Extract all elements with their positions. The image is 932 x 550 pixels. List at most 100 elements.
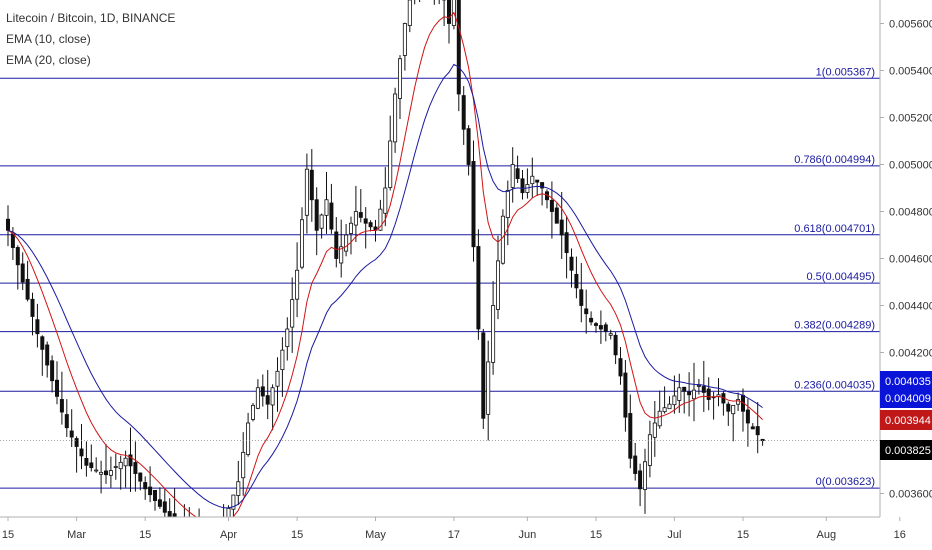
candle[interactable] — [608, 329, 613, 340]
candle[interactable] — [652, 401, 657, 457]
candle[interactable] — [241, 432, 246, 496]
candle[interactable] — [726, 401, 731, 426]
candle[interactable] — [564, 216, 569, 279]
candle[interactable] — [118, 455, 123, 490]
candle[interactable] — [260, 374, 265, 407]
candle[interactable] — [750, 423, 755, 430]
candle[interactable] — [6, 205, 11, 247]
candle[interactable] — [520, 170, 525, 200]
candle[interactable] — [643, 448, 648, 514]
candle[interactable] — [50, 355, 55, 393]
candle[interactable] — [682, 386, 687, 414]
candle[interactable] — [510, 147, 515, 203]
candle[interactable] — [20, 252, 25, 291]
candle[interactable] — [295, 242, 300, 318]
candle[interactable] — [696, 378, 701, 395]
candle[interactable] — [530, 157, 535, 198]
candle[interactable] — [657, 390, 662, 429]
candle[interactable] — [123, 450, 128, 488]
candle[interactable] — [731, 404, 736, 442]
candle[interactable] — [701, 360, 706, 412]
candle[interactable] — [662, 386, 667, 414]
candle[interactable] — [89, 444, 94, 472]
candle[interactable] — [99, 460, 104, 494]
candle[interactable] — [40, 335, 45, 376]
candle[interactable] — [280, 337, 285, 397]
candle[interactable] — [495, 235, 500, 320]
candle[interactable] — [30, 292, 35, 336]
candle[interactable] — [236, 460, 241, 506]
candle[interactable] — [579, 263, 584, 323]
candle[interactable] — [35, 303, 40, 348]
candle[interactable] — [246, 412, 251, 457]
candle[interactable] — [299, 207, 304, 270]
candle[interactable] — [393, 87, 398, 153]
candle[interactable] — [672, 375, 677, 414]
candle[interactable] — [94, 457, 99, 473]
candle[interactable] — [515, 155, 520, 184]
price-axis[interactable] — [880, 0, 932, 550]
candle[interactable] — [603, 322, 608, 342]
candle[interactable] — [535, 179, 540, 196]
candle[interactable] — [687, 372, 692, 417]
candle[interactable] — [476, 229, 481, 340]
candle[interactable] — [383, 167, 388, 227]
candle[interactable] — [104, 444, 109, 484]
candle[interactable] — [152, 489, 157, 511]
candle[interactable] — [79, 424, 84, 470]
candle[interactable] — [285, 317, 290, 361]
candle[interactable] — [113, 453, 118, 480]
candle[interactable] — [309, 149, 314, 222]
candle[interactable] — [491, 281, 496, 375]
ema10-legend[interactable]: EMA (10, close) — [6, 32, 91, 46]
candle[interactable] — [628, 394, 633, 469]
candle[interactable] — [265, 370, 270, 420]
candle[interactable] — [304, 153, 309, 234]
candle[interactable] — [167, 498, 172, 520]
candle[interactable] — [108, 456, 113, 488]
candle[interactable] — [275, 357, 280, 412]
candle[interactable] — [647, 420, 652, 478]
candle[interactable] — [618, 346, 623, 385]
candle[interactable] — [388, 115, 393, 191]
candle[interactable] — [314, 187, 319, 256]
candle[interactable] — [368, 220, 373, 232]
ema20-legend[interactable]: EMA (20, close) — [6, 53, 91, 67]
candle[interactable] — [324, 171, 329, 234]
candle[interactable] — [638, 463, 643, 507]
candle[interactable] — [667, 396, 672, 410]
candle[interactable] — [138, 472, 143, 491]
candle[interactable] — [554, 203, 559, 224]
candle[interactable] — [397, 55, 402, 119]
candle[interactable] — [270, 384, 275, 431]
candle[interactable] — [329, 183, 334, 234]
candle[interactable] — [84, 441, 89, 477]
candle[interactable] — [598, 310, 603, 344]
candle[interactable] — [623, 360, 628, 432]
candle[interactable] — [148, 466, 153, 503]
candle[interactable] — [128, 427, 133, 493]
candle[interactable] — [25, 260, 30, 302]
candle[interactable] — [143, 476, 148, 500]
candle[interactable] — [59, 371, 64, 425]
candle[interactable] — [456, 0, 461, 112]
candle[interactable] — [157, 487, 162, 509]
candle[interactable] — [594, 321, 599, 333]
candle[interactable] — [15, 245, 20, 290]
candle[interactable] — [334, 217, 339, 268]
candle[interactable] — [353, 185, 358, 242]
candle[interactable] — [706, 377, 711, 411]
candle[interactable] — [442, 0, 447, 26]
candle[interactable] — [55, 361, 60, 405]
candle[interactable] — [290, 277, 295, 353]
candle[interactable] — [486, 340, 491, 441]
candle[interactable] — [74, 436, 79, 473]
candle[interactable] — [363, 207, 368, 249]
candle[interactable] — [633, 442, 638, 481]
candle[interactable] — [133, 441, 138, 492]
candle[interactable] — [344, 224, 349, 257]
candle[interactable] — [319, 213, 324, 239]
candle[interactable] — [549, 181, 554, 239]
candle[interactable] — [358, 189, 363, 223]
time-axis[interactable] — [0, 517, 880, 550]
